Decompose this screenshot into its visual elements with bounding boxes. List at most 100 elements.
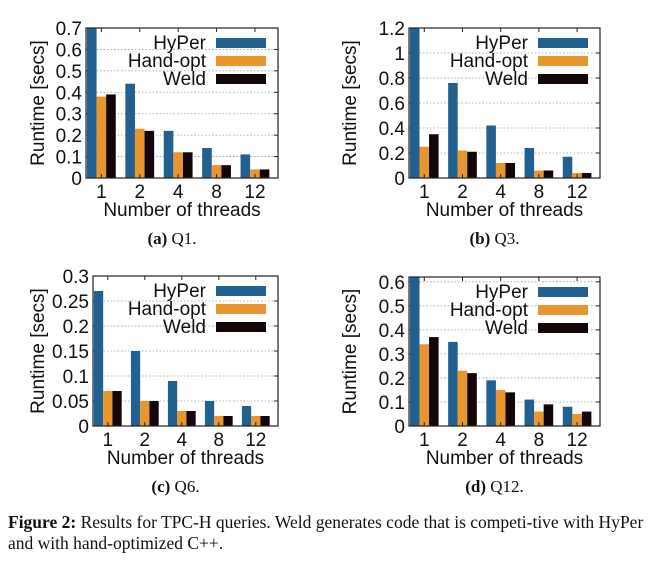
legend-swatch-hand-opt: [216, 56, 266, 66]
y-axis-label: Runtime [secs]: [28, 288, 49, 414]
y-tick-label: 0.4: [379, 321, 406, 342]
x-axis-label: Number of threads: [103, 200, 260, 221]
bar-hand-opt-4: [177, 411, 187, 426]
y-tick-label: 0.4: [56, 83, 83, 104]
bar-weld-1: [112, 391, 122, 426]
bar-weld-12: [581, 411, 592, 426]
legend-label-hand-opt: Hand-opt: [128, 299, 207, 320]
legend-swatch-hyper: [216, 38, 266, 48]
bar-hand-opt-12: [250, 169, 260, 178]
bar-hand-opt-1: [419, 344, 430, 426]
x-tick-label: 1: [96, 182, 107, 203]
x-tick-label: 1: [419, 430, 430, 451]
bar-hyper-12: [562, 406, 573, 426]
y-tick-label: 0.3: [63, 267, 89, 288]
bar-weld-12: [581, 173, 592, 178]
caption-text: Results for TPC-H queries. Weld generate…: [8, 512, 644, 553]
subcaption-label: (b): [469, 229, 490, 248]
y-tick-label: 0.5: [379, 297, 405, 318]
bar-weld-4: [186, 411, 196, 426]
bar-hyper-4: [163, 130, 174, 178]
subcaption-d: (d) Q12.: [465, 477, 524, 496]
bar-hand-opt-4: [173, 152, 183, 178]
bar-hand-opt-4: [495, 163, 506, 178]
subcaption-label: (d): [465, 477, 486, 496]
x-tick-label: 8: [534, 430, 545, 451]
legend-label-weld: Weld: [485, 69, 528, 90]
legend-swatch-weld: [216, 74, 266, 84]
bar-weld-4: [505, 392, 516, 426]
y-tick-label: 0.7: [56, 19, 82, 40]
bar-hyper-2: [125, 83, 135, 178]
caption-label: Figure 2:: [8, 512, 77, 532]
x-tick-label: 2: [140, 430, 151, 451]
legend-swatch-hand-opt: [538, 56, 588, 66]
y-axis-label: Runtime [secs]: [340, 40, 361, 166]
x-tick-label: 8: [534, 182, 545, 203]
subcaption-a: (a) Q1.: [147, 229, 196, 248]
figure-2: 00.10.20.30.40.50.60.71 2 4 8 12HyPerHand-op…: [28, 19, 601, 496]
y-tick-label: 0: [78, 417, 89, 438]
y-tick-label: 0: [71, 169, 82, 190]
legend-label-hyper: HyPer: [153, 281, 206, 302]
chart-panel-c: 00.050.10.150.20.250.31 2 4 8 12HyPerHand-op…: [28, 267, 279, 496]
subcaption-c: (c) Q6.: [151, 477, 199, 496]
legend-label-hand-opt: Hand-opt: [128, 51, 207, 72]
y-tick-label: 0.4: [379, 119, 406, 140]
x-axis-label: Number of threads: [426, 200, 583, 221]
legend-swatch-weld: [538, 323, 588, 333]
x-tick-label: 1: [103, 430, 114, 451]
bar-hand-opt-1: [419, 146, 430, 178]
bar-weld-12: [259, 169, 270, 178]
x-tick-label: 4: [495, 182, 506, 203]
x-axis-label: Number of threads: [426, 448, 583, 469]
x-tick-label: 4: [173, 182, 184, 203]
bar-hand-opt-2: [134, 128, 145, 178]
subcaption-text: Q12.: [486, 477, 524, 496]
x-tick-label: 8: [214, 430, 225, 451]
y-tick-label: 0.1: [63, 367, 89, 388]
figure-caption: Figure 2: Results for TPC-H queries. Wel…: [8, 512, 648, 554]
bar-hand-opt-8: [214, 416, 224, 426]
bar-hand-opt-12: [572, 413, 582, 426]
bar-hyper-8: [202, 148, 212, 178]
x-tick-label: 4: [495, 430, 506, 451]
x-tick-label: 8: [211, 182, 222, 203]
y-tick-label: 0.15: [52, 342, 89, 363]
bar-hyper-8: [204, 401, 215, 426]
x-tick-label: 12: [567, 430, 588, 451]
legend-label-weld: Weld: [163, 69, 206, 90]
y-tick-label: 0.6: [379, 273, 405, 294]
bar-hand-opt-4: [495, 389, 506, 426]
bar-hand-opt-2: [140, 401, 150, 426]
y-tick-label: 1.2: [379, 19, 405, 40]
y-axis-label: Runtime [secs]: [28, 40, 49, 166]
x-axis-label: Number of threads: [107, 448, 264, 469]
bar-hand-opt-8: [534, 411, 544, 426]
legend-swatch-hand-opt: [538, 305, 588, 315]
subcaption-b: (b) Q3.: [469, 229, 519, 248]
legend-label-hand-opt: Hand-opt: [450, 51, 529, 72]
legend-swatch-hand-opt: [216, 304, 266, 314]
bar-hand-opt-12: [251, 416, 261, 426]
y-tick-label: 0.25: [52, 292, 89, 313]
y-tick-label: 1: [394, 44, 405, 65]
bar-hand-opt-8: [211, 165, 222, 178]
bar-weld-12: [260, 416, 270, 426]
bar-hyper-8: [524, 148, 535, 178]
y-tick-label: 0: [394, 417, 405, 438]
y-tick-label: 0.1: [56, 148, 82, 169]
legend-swatch-hyper: [538, 287, 588, 297]
x-tick-label: 12: [244, 182, 265, 203]
legend-label-weld: Weld: [163, 317, 206, 338]
bar-hyper-4: [167, 381, 178, 426]
bar-hyper-12: [562, 156, 573, 178]
plot-frame: [408, 27, 601, 179]
chart-panel-a: 00.10.20.30.40.50.60.71 2 4 8 12HyPerHand-op…: [28, 19, 279, 248]
legend-label-hyper: HyPer: [153, 33, 206, 54]
y-tick-label: 0.5: [56, 62, 82, 83]
bar-hand-opt-2: [457, 150, 468, 178]
y-tick-label: 0: [394, 169, 405, 190]
bar-weld-2: [149, 401, 159, 426]
y-tick-label: 0.6: [379, 94, 405, 115]
